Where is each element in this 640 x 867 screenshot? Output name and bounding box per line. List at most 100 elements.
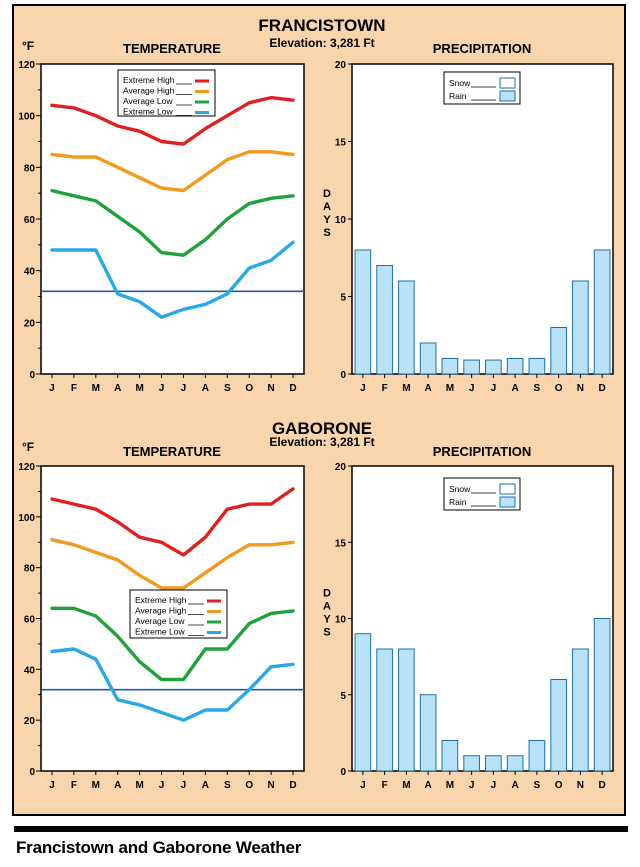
- rain-bar: [441, 358, 459, 375]
- precip-x-tick-label: A: [425, 780, 432, 791]
- rain-bar: [441, 740, 459, 772]
- temp-y-tick-label: 0: [29, 767, 35, 778]
- temp-legend-label: Extreme High: [123, 75, 175, 85]
- precip-y-tick-label: 15: [335, 138, 347, 149]
- precip-y-tick-label: 10: [335, 615, 347, 626]
- precip-y-axis-label-letter: Y: [323, 214, 331, 226]
- precip-y-tick-label: 15: [335, 538, 347, 549]
- temp-legend-label: Extreme Low: [135, 627, 185, 637]
- city-name: FRANCISTOWN: [258, 16, 385, 35]
- precip-y-axis-label-letter: A: [323, 201, 331, 213]
- temperature-title: TEMPERATURE: [123, 444, 221, 459]
- temp-y-tick-label: 60: [24, 215, 36, 226]
- precip-x-tick-label: F: [382, 383, 388, 394]
- rain-bar: [572, 280, 589, 375]
- temp-legend-box: [129, 589, 228, 639]
- rain-bar: [593, 249, 611, 375]
- rain-bar: [398, 648, 415, 772]
- temp-x-tick-label: A: [114, 383, 121, 394]
- precipitation-title: PRECIPITATION: [433, 41, 531, 56]
- precip-x-tick-label: S: [534, 383, 541, 394]
- rain-bar: [376, 265, 393, 375]
- rain-bar: [419, 342, 437, 375]
- temp-legend-label: Average Low: [123, 96, 173, 106]
- precip-x-tick-label: M: [402, 780, 410, 791]
- precip-x-tick-label: O: [555, 383, 563, 394]
- precip-x-tick-label: J: [360, 780, 366, 791]
- rain-bar: [593, 618, 611, 772]
- rain-bar: [506, 358, 524, 375]
- precip-x-tick-label: M: [446, 780, 454, 791]
- rain-legend-swatch: [499, 90, 516, 102]
- temp-series-extreme-low: [50, 647, 295, 722]
- precip-legend-label: Snow: [449, 484, 471, 494]
- precip-x-tick-label: D: [599, 383, 606, 394]
- temp-series-average-high: [50, 538, 295, 590]
- temp-x-tick-label: J: [181, 383, 187, 394]
- temp-y-tick-label: 20: [24, 716, 36, 727]
- snow-legend-swatch: [499, 77, 516, 89]
- temp-series-average-low: [50, 606, 295, 682]
- rain-bar: [376, 648, 393, 772]
- precip-plot-area: [351, 465, 614, 772]
- figure-caption: Francistown and Gaborone Weather: [16, 838, 302, 857]
- temp-y-tick-label: 0: [29, 370, 35, 381]
- temp-series-extreme-high: [50, 95, 295, 146]
- temp-y-tick-label: 40: [24, 267, 36, 278]
- temp-x-tick-label: F: [71, 383, 77, 394]
- precip-plot-area: [351, 63, 614, 375]
- temp-y-tick-label: 100: [18, 112, 35, 123]
- elevation-label: Elevation: 3,281 Ft: [269, 435, 374, 449]
- temp-series-extreme-high: [50, 487, 295, 557]
- precip-x-tick-label: A: [512, 780, 519, 791]
- temp-legend-label: Average Low: [135, 616, 185, 626]
- precip-x-tick-label: J: [491, 383, 497, 394]
- temp-legend-label: Extreme High: [135, 595, 187, 605]
- precip-x-tick-label: O: [555, 780, 563, 791]
- temp-x-tick-label: N: [268, 383, 275, 394]
- temp-series-extreme-low: [50, 240, 295, 319]
- temp-series-average-low: [50, 188, 295, 257]
- precip-x-tick-label: M: [446, 383, 454, 394]
- precip-y-axis-label-letter: A: [323, 601, 331, 613]
- temp-x-tick-label: D: [289, 383, 296, 394]
- precip-x-tick-label: A: [512, 383, 519, 394]
- temp-series-average-high: [50, 150, 295, 193]
- temp-x-tick-label: M: [135, 780, 143, 791]
- temp-x-tick-label: S: [224, 780, 231, 791]
- precip-x-tick-label: J: [469, 383, 475, 394]
- precip-y-axis-label-letter: D: [323, 188, 331, 200]
- temp-x-tick-label: O: [245, 383, 253, 394]
- temp-y-tick-label: 40: [24, 665, 36, 676]
- precip-y-axis-label-letter: S: [323, 627, 330, 639]
- precip-y-tick-label: 0: [340, 767, 346, 778]
- temp-y-tick-label: 20: [24, 318, 36, 329]
- rain-bar: [572, 648, 589, 772]
- precip-x-tick-label: A: [425, 383, 432, 394]
- rain-bar: [506, 755, 524, 772]
- temp-y-tick-label: 80: [24, 564, 36, 575]
- rain-bar: [528, 740, 546, 772]
- rain-bar: [550, 327, 567, 375]
- temp-x-tick-label: J: [159, 383, 165, 394]
- precip-y-tick-label: 20: [335, 462, 347, 473]
- temp-y-tick-label: 80: [24, 163, 36, 174]
- temp-x-tick-label: J: [49, 780, 55, 791]
- temp-x-tick-label: J: [49, 383, 55, 394]
- temp-legend-label: Average High: [123, 86, 175, 96]
- temp-legend-label: Extreme Low: [123, 107, 173, 117]
- precip-y-tick-label: 20: [335, 60, 347, 71]
- temp-y-tick-label: 100: [18, 513, 35, 524]
- snow-legend-swatch: [499, 483, 516, 495]
- precip-y-tick-label: 0: [340, 370, 346, 381]
- precip-y-tick-label: 10: [335, 215, 347, 226]
- temp-x-tick-label: N: [268, 780, 275, 791]
- temp-legend-label: Average High: [135, 606, 187, 616]
- rain-bar: [550, 679, 567, 772]
- temp-x-tick-label: F: [71, 780, 77, 791]
- precip-x-tick-label: J: [469, 780, 475, 791]
- precip-y-tick-label: 5: [340, 293, 346, 304]
- temp-x-tick-label: D: [289, 780, 296, 791]
